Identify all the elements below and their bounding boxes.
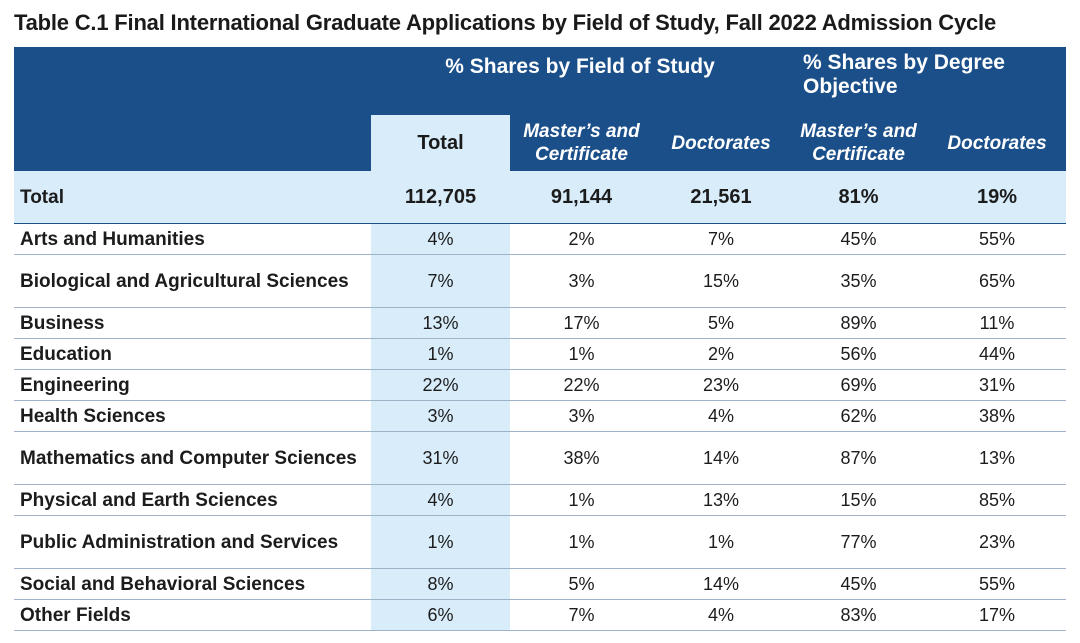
masters-certificate-share-cell: 22% bbox=[510, 369, 653, 401]
degree-masters-certificate-share-cell: 83% bbox=[789, 599, 929, 631]
degree-masters-certificate-share-cell: 45% bbox=[789, 568, 929, 600]
table-row: Public Administration and Services 1% 1% 1%… bbox=[14, 515, 1067, 569]
blank-subheader-cell bbox=[14, 115, 371, 171]
degree-masters-certificate-share-cell: 62% bbox=[789, 400, 929, 432]
table-row: Education 1% 1% 2% 56% 44% bbox=[14, 338, 1067, 370]
masters-certificate-share-cell: 2% bbox=[510, 223, 653, 255]
total-share-cell: 22% bbox=[371, 369, 510, 401]
masters-certificate-share-cell: 7% bbox=[510, 599, 653, 631]
doctorates-share-cell: 1% bbox=[653, 515, 790, 569]
total-row-degree-masters-certificate: 81% bbox=[789, 171, 929, 224]
total-row: Total 112,705 91,144 21,561 81% 19% bbox=[14, 171, 1067, 224]
total-row-total: 112,705 bbox=[371, 171, 510, 224]
blank-header-cell bbox=[14, 47, 371, 115]
total-share-cell: 8% bbox=[371, 568, 510, 600]
masters-certificate-share-cell: 17% bbox=[510, 307, 653, 339]
doctorates-share-cell: 15% bbox=[653, 254, 790, 308]
field-name-cell: Mathematics and Computer Sciences bbox=[14, 431, 371, 485]
degree-masters-certificate-share-cell: 89% bbox=[789, 307, 929, 339]
col-header-degree-masters-certificate: Master’s and Certificate bbox=[789, 115, 929, 171]
table-row: Business 13% 17% 5% 89% 11% bbox=[14, 307, 1067, 339]
masters-certificate-share-cell: 1% bbox=[510, 484, 653, 516]
doctorates-share-cell: 14% bbox=[653, 431, 790, 485]
field-name-cell: Business bbox=[14, 307, 371, 339]
table-row: Health Sciences 3% 3% 4% 62% 38% bbox=[14, 400, 1067, 432]
total-share-cell: 4% bbox=[371, 484, 510, 516]
table-row: Biological and Agricultural Sciences 7% 3%… bbox=[14, 254, 1067, 308]
total-row-masters-certificate: 91,144 bbox=[510, 171, 653, 224]
doctorates-share-cell: 4% bbox=[653, 599, 790, 631]
degree-masters-certificate-share-cell: 15% bbox=[789, 484, 929, 516]
doctorates-share-cell: 14% bbox=[653, 568, 790, 600]
degree-doctorates-share-cell: 17% bbox=[928, 599, 1067, 631]
doctorates-share-cell: 23% bbox=[653, 369, 790, 401]
degree-doctorates-share-cell: 65% bbox=[928, 254, 1067, 308]
degree-doctorates-share-cell: 31% bbox=[928, 369, 1067, 401]
table-row: Physical and Earth Sciences 4% 1% 13% 15% 85% bbox=[14, 484, 1067, 516]
masters-certificate-share-cell: 1% bbox=[510, 338, 653, 370]
doctorates-share-cell: 2% bbox=[653, 338, 790, 370]
col-header-masters-certificate: Master’s and Certificate bbox=[510, 115, 653, 171]
field-name-cell: Other Fields bbox=[14, 599, 371, 631]
total-row-degree-doctorates: 19% bbox=[928, 171, 1067, 224]
applications-table-container: % Shares by Field of Study % Shares by D… bbox=[14, 47, 1067, 631]
field-name-cell: Public Administration and Services bbox=[14, 515, 371, 569]
total-share-cell: 3% bbox=[371, 400, 510, 432]
total-share-cell: 6% bbox=[371, 599, 510, 631]
masters-certificate-share-cell: 38% bbox=[510, 431, 653, 485]
degree-doctorates-share-cell: 55% bbox=[928, 568, 1067, 600]
degree-masters-certificate-share-cell: 35% bbox=[789, 254, 929, 308]
field-name-cell: Physical and Earth Sciences bbox=[14, 484, 371, 516]
doctorates-share-cell: 7% bbox=[653, 223, 790, 255]
group-header-row: % Shares by Field of Study % Shares by D… bbox=[14, 47, 1067, 115]
degree-doctorates-share-cell: 55% bbox=[928, 223, 1067, 255]
degree-doctorates-share-cell: 13% bbox=[928, 431, 1067, 485]
col-header-degree-doctorates: Doctorates bbox=[928, 115, 1067, 171]
table-title: Table C.1 Final International Graduate A… bbox=[14, 10, 997, 35]
field-name-cell: Education bbox=[14, 338, 371, 370]
degree-doctorates-share-cell: 85% bbox=[928, 484, 1067, 516]
masters-certificate-share-cell: 5% bbox=[510, 568, 653, 600]
table-row: Arts and Humanities 4% 2% 7% 45% 55% bbox=[14, 223, 1067, 255]
field-name-cell: Biological and Agricultural Sciences bbox=[14, 254, 371, 308]
total-share-cell: 1% bbox=[371, 338, 510, 370]
total-row-doctorates: 21,561 bbox=[653, 171, 790, 224]
sub-header-row: Total Master’s and Certificate Doctorate… bbox=[14, 115, 1067, 171]
degree-masters-certificate-share-cell: 56% bbox=[789, 338, 929, 370]
table-row: Mathematics and Computer Sciences 31% 38% 1… bbox=[14, 431, 1067, 485]
masters-certificate-share-cell: 3% bbox=[510, 400, 653, 432]
field-name-cell: Arts and Humanities bbox=[14, 223, 371, 255]
total-row-label: Total bbox=[14, 171, 371, 224]
table-row: Engineering 22% 22% 23% 69% 31% bbox=[14, 369, 1067, 401]
total-share-cell: 13% bbox=[371, 307, 510, 339]
field-name-cell: Social and Behavioral Sciences bbox=[14, 568, 371, 600]
total-share-cell: 31% bbox=[371, 431, 510, 485]
doctorates-share-cell: 13% bbox=[653, 484, 790, 516]
degree-doctorates-share-cell: 44% bbox=[928, 338, 1067, 370]
total-share-cell: 7% bbox=[371, 254, 510, 308]
table-row: Other Fields 6% 7% 4% 83% 17% bbox=[14, 599, 1067, 631]
group-header-degree-objective: % Shares by Degree Objective bbox=[789, 47, 1067, 115]
total-share-cell: 4% bbox=[371, 223, 510, 255]
field-name-cell: Engineering bbox=[14, 369, 371, 401]
degree-masters-certificate-share-cell: 87% bbox=[789, 431, 929, 485]
degree-doctorates-share-cell: 38% bbox=[928, 400, 1067, 432]
degree-masters-certificate-share-cell: 77% bbox=[789, 515, 929, 569]
degree-masters-certificate-share-cell: 45% bbox=[789, 223, 929, 255]
degree-masters-certificate-share-cell: 69% bbox=[789, 369, 929, 401]
total-share-cell: 1% bbox=[371, 515, 510, 569]
applications-table: % Shares by Field of Study % Shares by D… bbox=[14, 47, 1067, 631]
col-header-total: Total bbox=[371, 115, 510, 171]
degree-doctorates-share-cell: 23% bbox=[928, 515, 1067, 569]
table-row: Social and Behavioral Sciences 8% 5% 14% 45%… bbox=[14, 568, 1067, 600]
group-header-field-of-study: % Shares by Field of Study bbox=[371, 47, 790, 115]
field-name-cell: Health Sciences bbox=[14, 400, 371, 432]
col-header-doctorates: Doctorates bbox=[653, 115, 790, 171]
masters-certificate-share-cell: 1% bbox=[510, 515, 653, 569]
masters-certificate-share-cell: 3% bbox=[510, 254, 653, 308]
doctorates-share-cell: 5% bbox=[653, 307, 790, 339]
doctorates-share-cell: 4% bbox=[653, 400, 790, 432]
degree-doctorates-share-cell: 11% bbox=[928, 307, 1067, 339]
